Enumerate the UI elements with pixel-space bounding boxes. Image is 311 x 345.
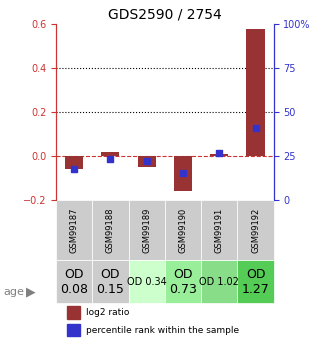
Text: ▶: ▶ [26,285,36,298]
Text: GSM99187: GSM99187 [70,207,79,253]
Text: GSM99188: GSM99188 [106,207,115,253]
FancyBboxPatch shape [165,260,201,303]
Text: OD
0.73: OD 0.73 [169,268,197,296]
Title: GDS2590 / 2754: GDS2590 / 2754 [108,8,222,22]
FancyBboxPatch shape [237,260,274,303]
Text: OD
1.27: OD 1.27 [242,268,269,296]
FancyBboxPatch shape [92,200,128,260]
Text: OD
0.15: OD 0.15 [96,268,124,296]
FancyBboxPatch shape [128,260,165,303]
Text: GSM99189: GSM99189 [142,207,151,253]
FancyBboxPatch shape [201,260,237,303]
Point [72,166,77,172]
FancyBboxPatch shape [56,260,92,303]
Point [253,125,258,131]
Bar [174,156,192,191]
Bar [137,156,156,167]
Bar [246,29,265,156]
Text: GSM99192: GSM99192 [251,207,260,253]
FancyBboxPatch shape [92,260,128,303]
Point [217,151,222,156]
FancyBboxPatch shape [128,200,165,260]
Text: OD
0.08: OD 0.08 [60,268,88,296]
Bar [67,324,80,336]
Point [180,170,185,176]
Text: GSM99190: GSM99190 [179,207,188,253]
Text: percentile rank within the sample: percentile rank within the sample [86,326,239,335]
Bar [210,154,228,156]
Point [108,156,113,161]
FancyBboxPatch shape [165,200,201,260]
Text: OD 0.34: OD 0.34 [127,277,167,287]
Bar [65,156,83,169]
Text: GSM99191: GSM99191 [215,207,224,253]
Point [144,158,149,164]
Text: OD 1.02: OD 1.02 [199,277,239,287]
Text: age: age [3,287,24,296]
Bar [67,306,80,319]
Bar [101,151,119,156]
FancyBboxPatch shape [237,200,274,260]
FancyBboxPatch shape [56,200,92,260]
FancyBboxPatch shape [201,200,237,260]
Text: log2 ratio: log2 ratio [86,308,130,317]
